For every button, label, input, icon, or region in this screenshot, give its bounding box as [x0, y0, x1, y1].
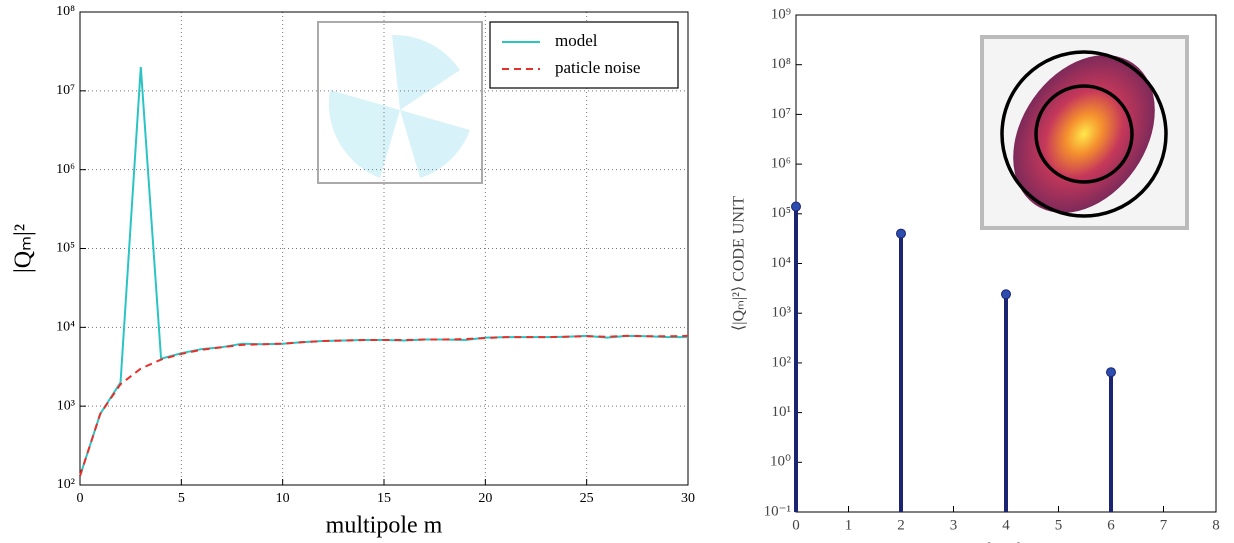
y-tick-label: 10⁸	[56, 4, 75, 19]
x-tick-label: 8	[1212, 517, 1220, 533]
y-tick-label: 10⁴	[56, 320, 75, 335]
x-tick-label: 4	[1002, 517, 1010, 533]
y-tick-label: 10⁸	[771, 56, 791, 72]
legend-box	[489, 21, 679, 89]
y-tick-label: 10²	[57, 477, 75, 492]
x-tick-label: 2	[897, 517, 905, 533]
y-tick-label: 10⁹	[771, 6, 791, 22]
legend-label: model	[555, 31, 598, 50]
x-tick-label: 3	[950, 517, 958, 533]
y-tick-label: 10⁵	[771, 205, 791, 221]
plot-frame	[79, 11, 689, 486]
y-tick-label: 10³	[772, 305, 792, 321]
y-tick-label: 10⁴	[771, 255, 791, 271]
x-tick-label: 5	[178, 491, 185, 506]
y-tick-label: 10⁶	[771, 156, 791, 172]
y-tick-label: 10²	[772, 354, 792, 370]
stem-marker	[1001, 289, 1011, 300]
y-tick-label: 10¹	[772, 404, 792, 420]
line	[79, 334, 689, 477]
x-tick-label: 0	[792, 517, 800, 533]
stem-marker	[896, 228, 906, 239]
x-tick-label: 0	[77, 491, 84, 506]
x-tick-label: 15	[377, 491, 391, 506]
x-tick-label: 7	[1160, 517, 1168, 533]
legend-label: paticle noise	[555, 58, 640, 77]
x-tick-label: 1	[845, 517, 853, 533]
stem-marker	[1106, 367, 1116, 378]
x-tick-label: 30	[681, 491, 695, 506]
stem-marker	[791, 201, 801, 212]
y-tick-label: 10⁵	[56, 241, 75, 256]
y-tick-label: 10³	[57, 398, 75, 413]
y-axis-label: ⟨|Qₘ|²⟩ CODE UNIT	[731, 196, 748, 331]
x-axis-label: multipole m	[326, 513, 443, 539]
y-tick-label: 10⁻¹	[764, 503, 791, 519]
x-axis-label: multipole m	[967, 541, 1045, 543]
y-tick-label: 10⁷	[771, 106, 791, 122]
y-tick-label: 10⁶	[56, 162, 75, 177]
inset-right	[980, 35, 1189, 230]
y-tick-label: 10⁷	[56, 83, 75, 98]
inset-left	[317, 21, 483, 184]
x-tick-label: 6	[1107, 517, 1115, 533]
x-tick-label: 20	[478, 491, 492, 506]
y-axis-label: |Qₘ|²	[11, 224, 37, 273]
y-tick-label: 10⁰	[770, 454, 791, 470]
x-tick-label: 25	[580, 491, 594, 506]
x-tick-label: 5	[1055, 517, 1063, 533]
x-tick-label: 10	[276, 491, 290, 506]
